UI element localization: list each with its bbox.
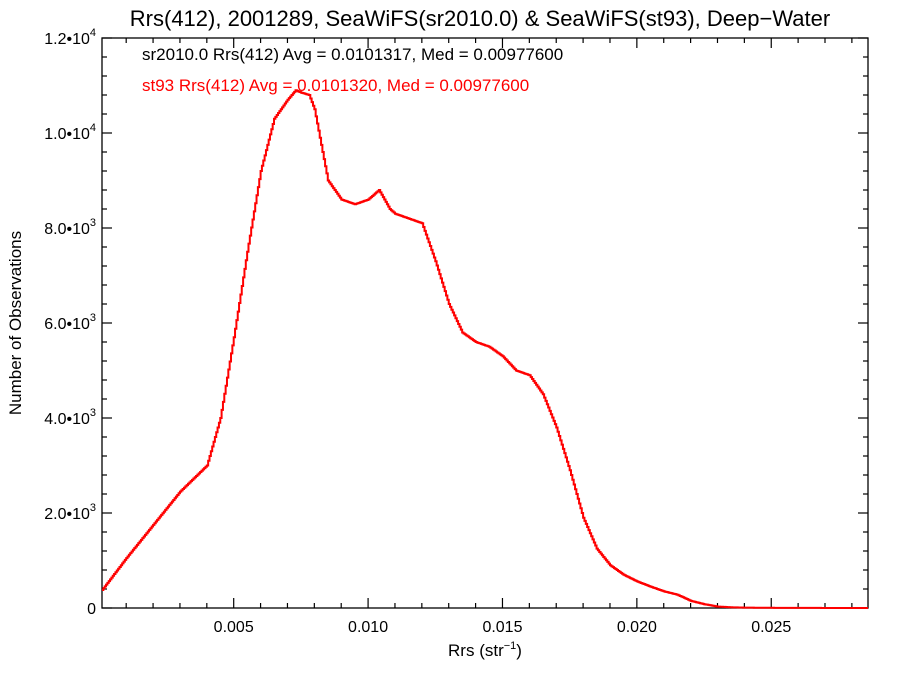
y-tick-label: 4.0•103: [44, 407, 96, 428]
x-axis: 0.005 0.010 0.015 0.020 0.025: [125, 38, 853, 636]
y-tick-label: 1.0•104: [44, 122, 96, 143]
series-layer: [102, 89, 868, 609]
y-tick-label-base: 2.0•10: [44, 506, 90, 523]
y-tick-label-exp: 4: [90, 122, 96, 134]
x-tick-label: 0.025: [751, 619, 791, 636]
y-tick-label-base: 6.0•10: [44, 316, 90, 333]
y-tick-label-base: 1.0•10: [44, 126, 90, 143]
y-tick-label-exp: 3: [90, 312, 96, 324]
chart-title: Rrs(412), 2001289, SeaWiFS(sr2010.0) & S…: [130, 6, 830, 31]
annotation-sr2010: sr2010.0 Rrs(412) Avg = 0.0101317, Med =…: [142, 45, 563, 64]
y-tick-label: 0: [87, 601, 96, 618]
series-0-line: [102, 89, 868, 609]
x-tick-label: 0.015: [482, 619, 522, 636]
y-tick-label-base: 1.2•10: [44, 31, 90, 48]
x-tick-label: 0.010: [348, 619, 388, 636]
y-tick-label-exp: 3: [90, 407, 96, 419]
plot-frame: [101, 37, 869, 609]
x-axis-label-sup: −1: [504, 640, 517, 652]
x-axis-label-close: ): [516, 641, 522, 660]
x-tick-label: 0.020: [617, 619, 657, 636]
x-axis-label: Rrs (str−1): [448, 640, 522, 660]
y-tick-label: 1.2•104: [44, 27, 96, 48]
y-tick-label-exp: 3: [90, 502, 96, 514]
y-tick-label: 6.0•103: [44, 312, 96, 333]
y-tick-label-base: 4.0•10: [44, 411, 90, 428]
y-tick-label: 2.0•103: [44, 502, 96, 523]
y-tick-label-base: 8.0•10: [44, 221, 90, 238]
annotation-st93: st93 Rrs(412) Avg = 0.0101320, Med = 0.0…: [142, 76, 529, 95]
x-tick-label: 0.005: [214, 619, 254, 636]
y-axis: 02.0•1034.0•1036.0•1038.0•1031.0•1041.2•…: [44, 27, 868, 618]
y-tick-label-exp: 4: [90, 27, 96, 39]
y-tick-label-exp: 3: [90, 217, 96, 229]
y-axis-label: Number of Observations: [6, 231, 25, 415]
y-tick-label-base: 0: [87, 601, 96, 618]
y-tick-label: 8.0•103: [44, 217, 96, 238]
x-axis-label-base: Rrs (str: [448, 641, 504, 660]
